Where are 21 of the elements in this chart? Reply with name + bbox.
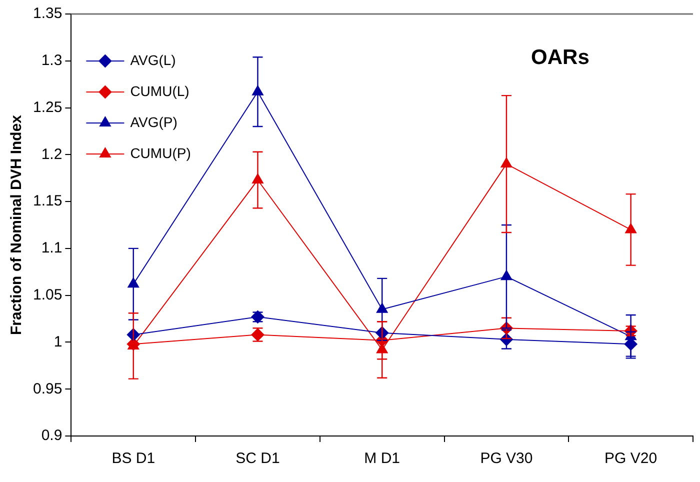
y-axis-title: Fraction of Nominal DVH Index (8, 114, 26, 336)
legend-label: AVG(P) (130, 114, 178, 130)
legend-label: AVG(L) (130, 52, 176, 68)
y-tick-label: 1.35 (32, 5, 62, 22)
y-tick-label: 0.9 (41, 427, 62, 444)
y-tick-label: 1.25 (32, 98, 62, 116)
x-tick-label: PG V20 (604, 450, 658, 468)
y-tick-label: 1 (54, 333, 62, 350)
x-tick-label: PG V30 (480, 450, 533, 468)
y-tick-label: 1.15 (32, 192, 62, 210)
text: OARs (531, 46, 590, 69)
legend-label: CUMU(L) (130, 82, 190, 99)
x-tick-label: M D1 (364, 450, 400, 468)
y-tick-label: 0.95 (32, 380, 62, 398)
y-tick-label: 1.05 (32, 286, 62, 304)
y-tick-label: 1.2 (41, 146, 62, 163)
x-tick-label: SC D1 (236, 450, 280, 468)
legend-label: CUMU(P) (130, 144, 191, 161)
y-tick-label: 1.3 (41, 52, 62, 70)
y-tick-label: 1.1 (41, 240, 62, 257)
x-tick-label: BS D1 (112, 450, 156, 468)
